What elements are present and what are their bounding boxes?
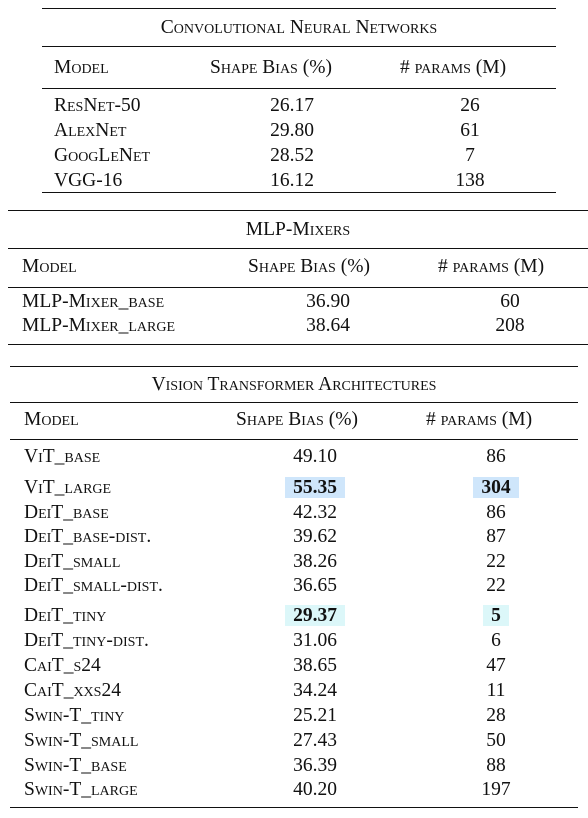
model-name: ResNet-50	[54, 95, 141, 116]
header-model: Model	[54, 57, 109, 78]
bottom-rule	[42, 192, 556, 193]
shape-bias-value: 38.65	[293, 655, 337, 676]
params-value: 87	[486, 526, 506, 547]
header-model: Model	[22, 256, 77, 277]
title-rule	[8, 248, 588, 249]
title-rule	[10, 402, 578, 403]
params-value: 11	[486, 680, 506, 701]
highlight-cyan: 29.37	[285, 605, 345, 626]
shape-bias-value: 39.62	[293, 526, 337, 547]
shape-bias-value: 31.06	[293, 630, 337, 651]
params-value: 88	[486, 755, 506, 776]
shape-bias-value: 38.64	[306, 315, 350, 336]
header-model: Model	[24, 409, 79, 430]
header-params: # params (M)	[426, 409, 533, 430]
header-shape-bias: Shape Bias (%)	[248, 256, 370, 277]
shape-bias-value: 38.26	[293, 551, 337, 572]
params-value: 26	[460, 95, 480, 116]
model-name: CaiT_xxs24	[24, 680, 121, 701]
highlight-blue: 304	[473, 477, 519, 498]
model-name: ViT_large	[24, 477, 112, 498]
shape-bias-value: 36.90	[306, 291, 350, 312]
top-rule	[10, 366, 578, 367]
model-name: AlexNet	[54, 120, 127, 141]
params-value: 197	[481, 779, 511, 800]
header-params: # params (M)	[438, 256, 545, 277]
params-value: 22	[486, 551, 506, 572]
shape-bias-value: 40.20	[293, 779, 337, 800]
params-value: 6	[491, 630, 501, 651]
shape-bias-value: 26.17	[270, 95, 314, 116]
title-rule	[42, 46, 556, 47]
shape-bias-value: 28.52	[270, 145, 314, 166]
vit-table: Vision Transformer Architectures Model S…	[10, 366, 578, 810]
model-name: DeiT_base-dist.	[24, 526, 152, 547]
model-name: ViT_base	[24, 446, 101, 467]
model-name: DeiT_small-dist.	[24, 575, 163, 596]
model-name: DeiT_tiny	[24, 605, 107, 626]
params-value: 50	[486, 730, 506, 751]
params-value: 22	[486, 575, 506, 596]
model-name: DeiT_small	[24, 551, 121, 572]
header-shape-bias: Shape Bias (%)	[236, 409, 358, 430]
table-title: MLP-Mixers	[245, 219, 351, 240]
model-name: MLP-Mixer_large	[22, 315, 176, 336]
params-value: 5	[440, 604, 552, 628]
model-name: Swin-T_large	[24, 779, 138, 800]
highlight-cyan: 5	[483, 605, 509, 626]
model-name: DeiT_base	[24, 502, 109, 523]
shape-bias-value: 25.21	[293, 705, 337, 726]
bottom-rule	[10, 807, 578, 808]
header-rule	[42, 88, 556, 89]
top-rule	[8, 210, 588, 211]
top-rule	[42, 8, 556, 9]
shape-bias-value: 29.37	[255, 604, 375, 628]
shape-bias-value: 49.10	[293, 446, 337, 467]
model-name: Swin-T_base	[24, 755, 127, 776]
shape-bias-value: 55.35	[255, 476, 375, 500]
shape-bias-value: 16.12	[270, 170, 314, 191]
params-value: 138	[455, 170, 485, 191]
header-shape-bias: Shape Bias (%)	[210, 57, 332, 78]
table-title: Convolutional Neural Networks	[160, 17, 438, 38]
shape-bias-value: 29.80	[270, 120, 314, 141]
highlight-blue: 55.35	[285, 477, 345, 498]
shape-bias-value: 36.65	[293, 575, 337, 596]
params-value: 7	[465, 145, 475, 166]
bottom-rule	[8, 344, 588, 345]
model-name: Swin-T_tiny	[24, 705, 125, 726]
table-title: Vision Transformer Architectures	[151, 374, 437, 395]
shape-bias-value: 42.32	[293, 502, 337, 523]
header-rule	[8, 287, 588, 288]
header-rule	[10, 439, 578, 440]
shape-bias-value: 27.43	[293, 730, 337, 751]
params-value: 304	[440, 476, 552, 500]
header-params: # params (M)	[400, 57, 507, 78]
model-name: Swin-T_small	[24, 730, 139, 751]
params-value: 47	[486, 655, 506, 676]
model-name: GoogLeNet	[54, 145, 151, 166]
shape-bias-value: 36.39	[293, 755, 337, 776]
cnn-table: Convolutional Neural Networks Model Shap…	[42, 8, 556, 194]
params-value: 208	[495, 315, 525, 336]
model-name: VGG-16	[54, 170, 123, 191]
params-value: 86	[486, 446, 506, 467]
model-name: MLP-Mixer_base	[22, 291, 165, 312]
params-value: 60	[500, 291, 520, 312]
params-value: 61	[460, 120, 480, 141]
model-name: CaiT_s24	[24, 655, 101, 676]
mlp-table: MLP-Mixers Model Shape Bias (%) # params…	[8, 210, 588, 346]
model-name: DeiT_tiny-dist.	[24, 630, 149, 651]
shape-bias-value: 34.24	[293, 680, 337, 701]
params-value: 28	[486, 705, 506, 726]
params-value: 86	[486, 502, 506, 523]
